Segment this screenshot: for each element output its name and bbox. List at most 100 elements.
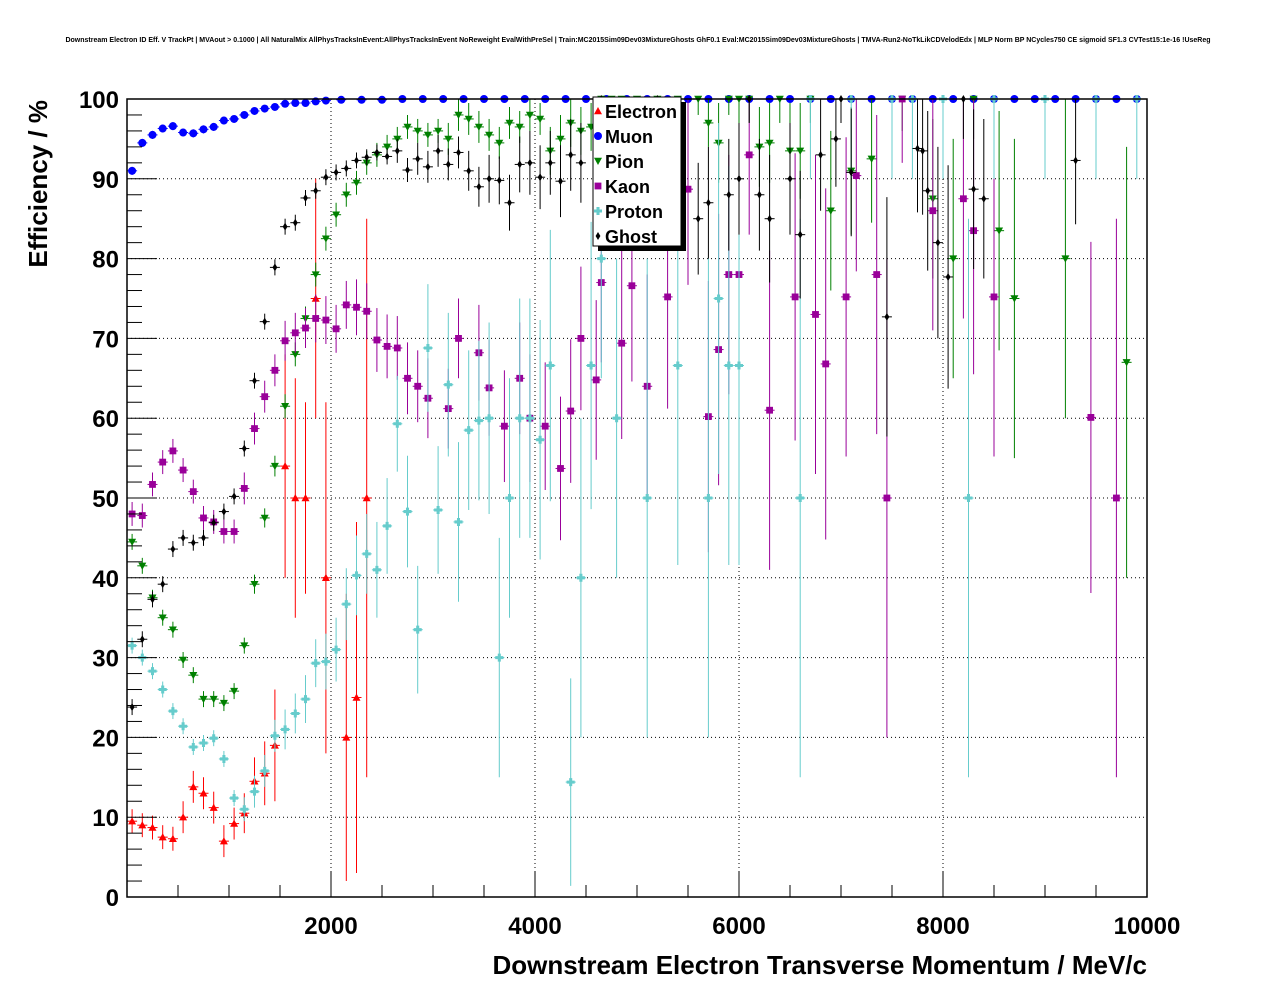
data-point (404, 374, 411, 382)
data-point (673, 361, 682, 370)
data-point (149, 481, 156, 488)
data-point (765, 139, 774, 147)
data-point (587, 361, 596, 370)
legend-marker (594, 107, 602, 115)
data-point (138, 562, 147, 570)
data-point (695, 214, 701, 223)
data-point (1122, 359, 1131, 367)
data-point (168, 707, 177, 716)
data-point (964, 494, 973, 502)
data-point (128, 538, 137, 546)
data-point (322, 316, 330, 324)
legend-label: Muon (605, 127, 653, 147)
data-point (684, 185, 692, 193)
data-point (321, 657, 330, 666)
data-point (568, 150, 574, 159)
data-point (272, 263, 278, 272)
data-point (251, 425, 258, 432)
data-point (170, 545, 176, 554)
data-point (209, 695, 218, 704)
data-point (291, 98, 300, 107)
data-point (852, 172, 860, 180)
data-point (425, 162, 431, 171)
data-point (403, 507, 412, 516)
data-point (767, 214, 772, 223)
data-point (597, 254, 606, 263)
legend-marker (594, 157, 602, 165)
data-point (445, 160, 451, 169)
data-point (474, 416, 483, 425)
data-point (150, 595, 155, 604)
data-point (291, 709, 300, 718)
data-point (454, 111, 463, 119)
y-tick-label: 80 (92, 247, 119, 274)
data-point (495, 139, 504, 147)
data-point (884, 312, 890, 321)
data-point (812, 311, 819, 318)
data-point (791, 293, 799, 301)
data-point (372, 565, 381, 574)
data-point (240, 110, 249, 119)
data-point (148, 823, 157, 831)
data-point (138, 821, 147, 829)
data-point (231, 492, 237, 501)
data-point (592, 376, 600, 384)
data-point (252, 376, 257, 385)
data-point (158, 124, 167, 133)
data-point (566, 778, 575, 787)
data-point (189, 488, 197, 496)
data-point (945, 272, 951, 281)
data-point (415, 154, 421, 163)
data-point (1010, 295, 1019, 303)
data-point (476, 182, 482, 191)
data-point (321, 235, 330, 243)
y-tick-label: 50 (92, 486, 119, 513)
data-point (179, 722, 188, 731)
data-point (745, 151, 753, 159)
data-point (179, 128, 188, 137)
data-point (321, 96, 330, 105)
data-point (384, 152, 390, 161)
data-point (536, 435, 545, 444)
data-point (261, 393, 269, 401)
data-point (925, 186, 931, 195)
legend-marker (594, 182, 602, 190)
data-point (292, 218, 298, 227)
data-point (230, 794, 239, 803)
data-point (209, 122, 218, 131)
data-point (190, 538, 196, 547)
y-tick-label: 70 (92, 326, 119, 353)
data-point (435, 146, 441, 155)
data-point (343, 164, 349, 173)
data-point (158, 685, 167, 694)
data-point (383, 342, 391, 350)
data-point (556, 135, 565, 143)
data-point (456, 148, 461, 157)
data-point (342, 191, 351, 199)
data-point (362, 494, 371, 502)
legend-label: Kaon (605, 177, 650, 197)
data-point (394, 146, 400, 155)
data-point (628, 282, 636, 290)
data-point (138, 138, 147, 147)
data-point (301, 98, 310, 107)
data-point (464, 426, 473, 435)
data-point (960, 195, 967, 203)
legend: Electron Muon Pion Kaon Proton Ghost (592, 96, 686, 251)
data-point (352, 179, 361, 187)
data-point (848, 168, 854, 177)
x-axis-label: Downstream Electron Transverse Momentum … (492, 950, 1147, 980)
data-point (240, 642, 249, 650)
data-point (160, 580, 166, 589)
data-point (990, 293, 998, 301)
data-point (714, 294, 723, 303)
data-point (704, 494, 713, 502)
data-point (403, 123, 412, 131)
data-point (357, 95, 366, 104)
data-point (1113, 494, 1120, 502)
data-point (393, 344, 401, 352)
data-point (240, 805, 249, 814)
legend-marker (594, 132, 602, 140)
data-point (241, 444, 247, 453)
